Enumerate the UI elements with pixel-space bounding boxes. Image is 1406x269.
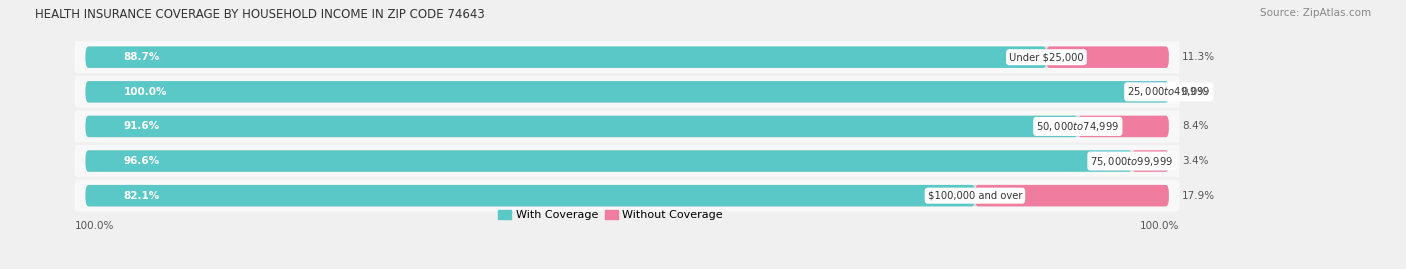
Text: 3.4%: 3.4%	[1182, 156, 1208, 166]
Text: Under $25,000: Under $25,000	[1010, 52, 1084, 62]
FancyBboxPatch shape	[75, 41, 1180, 73]
FancyBboxPatch shape	[974, 185, 1168, 206]
Text: 0.0%: 0.0%	[1182, 87, 1208, 97]
FancyBboxPatch shape	[86, 116, 1078, 137]
Text: 100.0%: 100.0%	[75, 221, 114, 231]
FancyBboxPatch shape	[86, 47, 1046, 68]
FancyBboxPatch shape	[75, 180, 1180, 212]
FancyBboxPatch shape	[86, 81, 1168, 102]
Text: 11.3%: 11.3%	[1182, 52, 1215, 62]
Text: $100,000 and over: $100,000 and over	[928, 191, 1022, 201]
FancyBboxPatch shape	[86, 150, 1168, 172]
FancyBboxPatch shape	[75, 111, 1180, 142]
FancyBboxPatch shape	[86, 47, 1168, 68]
Text: $50,000 to $74,999: $50,000 to $74,999	[1036, 120, 1119, 133]
FancyBboxPatch shape	[86, 185, 974, 206]
FancyBboxPatch shape	[86, 116, 1168, 137]
Text: 88.7%: 88.7%	[124, 52, 160, 62]
Text: $25,000 to $49,999: $25,000 to $49,999	[1128, 85, 1211, 98]
Legend: With Coverage, Without Coverage: With Coverage, Without Coverage	[494, 205, 727, 224]
FancyBboxPatch shape	[1132, 150, 1168, 172]
Text: Source: ZipAtlas.com: Source: ZipAtlas.com	[1260, 8, 1371, 18]
FancyBboxPatch shape	[1078, 116, 1168, 137]
Text: 8.4%: 8.4%	[1182, 121, 1208, 132]
FancyBboxPatch shape	[75, 145, 1180, 177]
Text: 91.6%: 91.6%	[124, 121, 159, 132]
Text: $75,000 to $99,999: $75,000 to $99,999	[1091, 155, 1174, 168]
FancyBboxPatch shape	[86, 185, 1168, 206]
FancyBboxPatch shape	[86, 150, 1132, 172]
Text: 17.9%: 17.9%	[1182, 191, 1215, 201]
FancyBboxPatch shape	[86, 81, 1168, 102]
FancyBboxPatch shape	[75, 76, 1180, 108]
FancyBboxPatch shape	[1046, 47, 1168, 68]
Text: 100.0%: 100.0%	[124, 87, 167, 97]
Text: 100.0%: 100.0%	[1140, 221, 1180, 231]
Text: 96.6%: 96.6%	[124, 156, 159, 166]
Text: 82.1%: 82.1%	[124, 191, 160, 201]
Text: HEALTH INSURANCE COVERAGE BY HOUSEHOLD INCOME IN ZIP CODE 74643: HEALTH INSURANCE COVERAGE BY HOUSEHOLD I…	[35, 8, 485, 21]
